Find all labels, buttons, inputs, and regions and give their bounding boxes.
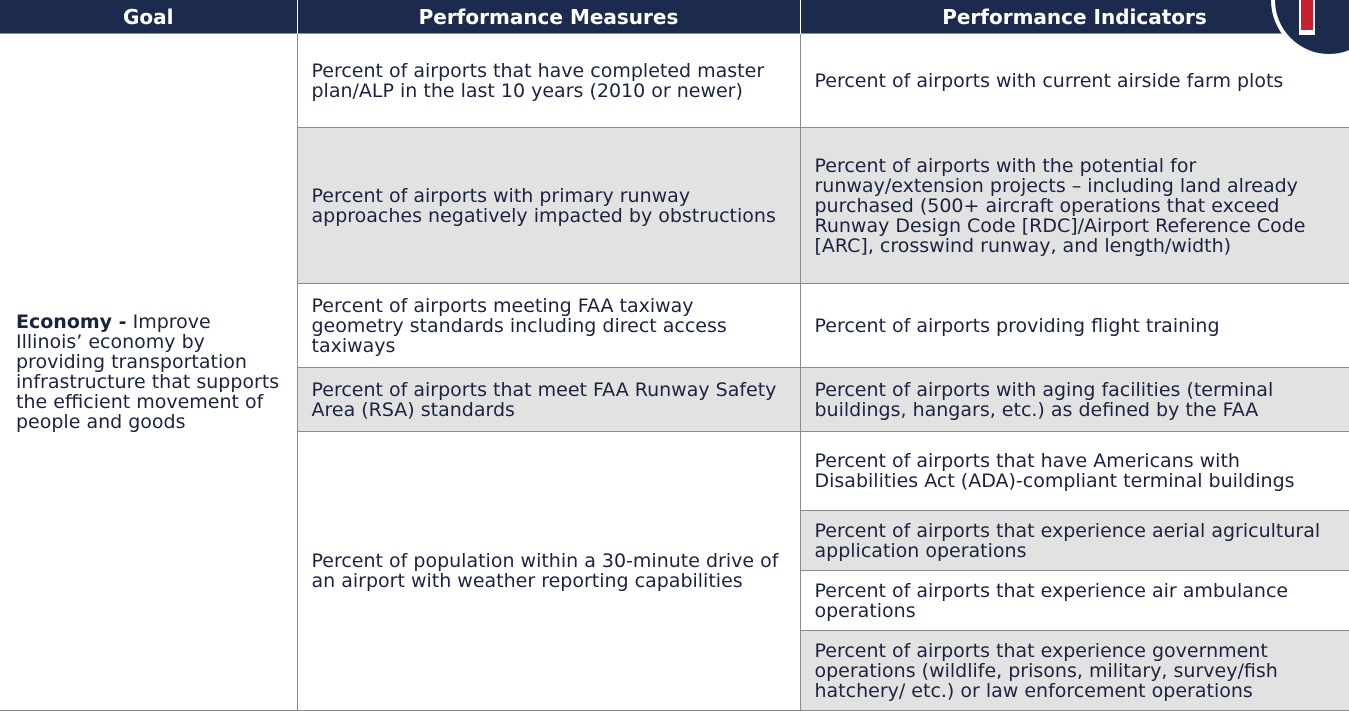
goal-label: Economy - [16, 311, 127, 333]
measure-cell: Percent of airports that meet FAA Runway… [296, 367, 801, 432]
table-row: Percent of airports that experience air … [0, 570, 1349, 631]
goal-cell: Economy - Improve Illinois’ economy by p… [0, 33, 298, 711]
goal-text: Improve Illinois’ economy by providing t… [16, 311, 280, 433]
table-body: Economy - Improve Illinois’ economy by p… [0, 33, 1349, 711]
logo [1271, 0, 1349, 58]
indicator-cell: Percent of airports providing flight tra… [799, 283, 1349, 368]
measure-cell: Percent of airports that have completed … [296, 33, 801, 128]
header-row: Goal Performance Measures Performance Indi… [0, 0, 1349, 34]
measure-cell: Percent of airports with primary runway … [296, 127, 801, 284]
indicator-cell: Percent of airports with the potential f… [799, 127, 1349, 284]
indicator-cell: Percent of airports that experience gove… [799, 630, 1349, 711]
indicator-cell: Percent of airports that have Americans … [799, 431, 1349, 511]
indicator-cell: Percent of airports that experience air … [799, 570, 1349, 631]
indicator-cell: Percent of airports with aging facilitie… [799, 367, 1349, 432]
table-row: Percent of airports with primary runway … [0, 127, 1349, 284]
table-row: Percent of population within a 30-minute… [0, 431, 1349, 711]
table-row: Percent of airports that experience aeri… [0, 510, 1349, 571]
measure-cell: Percent of population within a 30-minute… [296, 431, 801, 711]
column-header: Goal [0, 0, 298, 34]
indicator-cell: Percent of airports with current airside… [799, 33, 1349, 128]
table-row: Percent of airports that experience gove… [0, 630, 1349, 711]
indicator-cell: Percent of airports that experience aeri… [799, 510, 1349, 571]
column-header: Performance Measures [297, 0, 801, 34]
table-row: Economy - Improve Illinois’ economy by p… [0, 33, 1349, 711]
table-row: Percent of airports that meet FAA Runway… [0, 367, 1349, 432]
measure-cell: Percent of airports meeting FAA taxiway … [296, 283, 801, 368]
column-header: Performance Indicators [800, 0, 1349, 34]
